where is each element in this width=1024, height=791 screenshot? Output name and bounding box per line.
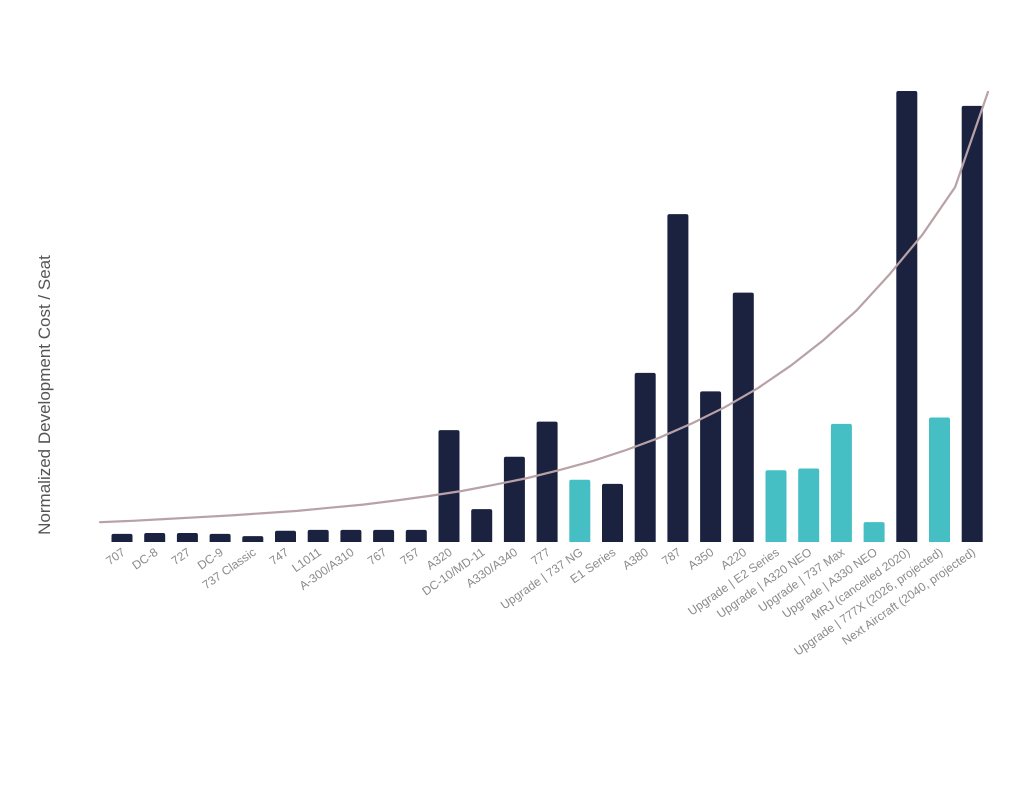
bar-25 — [896, 91, 918, 542]
bars-group — [111, 91, 983, 543]
x-tick-label: 767 — [365, 545, 390, 568]
bar-13 — [503, 456, 525, 542]
x-tick-label: 727 — [169, 545, 194, 568]
bar-1 — [111, 533, 133, 542]
bar-2 — [144, 532, 166, 542]
bar-24 — [863, 522, 885, 542]
x-tick-label: 787 — [659, 545, 684, 568]
bar-21 — [765, 470, 787, 542]
x-tick-label: DC-8 — [129, 545, 160, 573]
bar-15 — [569, 479, 591, 542]
x-tick-label: A350 — [685, 545, 716, 573]
bar-3 — [176, 532, 198, 542]
bar-18 — [667, 214, 689, 543]
bar-11 — [438, 430, 460, 542]
bar-17 — [634, 372, 656, 542]
x-tick-label: 747 — [267, 545, 292, 568]
bar-8 — [340, 529, 362, 542]
bar-9 — [373, 529, 395, 542]
bar-23 — [830, 423, 852, 542]
bar-16 — [602, 483, 623, 542]
trend-line — [98, 90, 990, 524]
bar-10 — [405, 529, 427, 542]
bar-26 — [929, 417, 950, 542]
bar-22 — [798, 468, 820, 542]
x-tick-label: 707 — [103, 545, 128, 568]
y-axis-label: Normalized Development Cost / Seat — [35, 255, 54, 535]
x-tick-label: A380 — [620, 545, 651, 573]
x-tick-label: 757 — [398, 545, 423, 568]
bar-27 — [961, 105, 983, 543]
bar-7 — [307, 529, 329, 542]
bar-20 — [732, 292, 754, 542]
bar-12 — [471, 509, 493, 542]
bar-6 — [275, 530, 296, 542]
bar-5 — [242, 536, 264, 542]
bar-14 — [536, 421, 558, 542]
bar-4 — [209, 533, 231, 542]
bar-19 — [700, 391, 722, 542]
